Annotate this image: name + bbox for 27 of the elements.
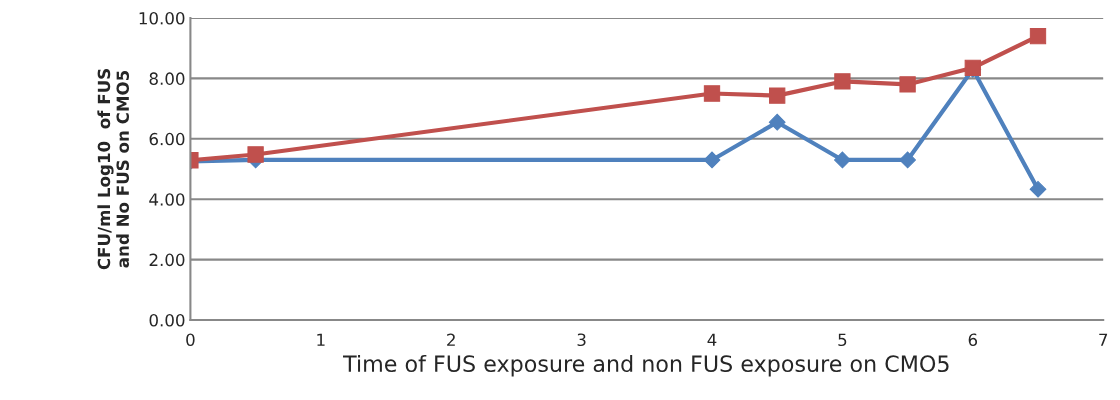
point [834, 73, 851, 90]
x-tick-label: 4 [707, 333, 717, 346]
x-tick-label: 5 [838, 333, 847, 347]
y-tick-label: 0.00 [149, 313, 185, 327]
x-tick-label: 3 [577, 333, 586, 347]
x-tick-label: 7 [1099, 333, 1108, 346]
point [834, 151, 851, 169]
x-tick-label: 6 [968, 333, 978, 347]
point [703, 85, 721, 102]
y-axis-title: CFU/ml Log10 of FUS and No FUS on CMO5 [97, 69, 130, 270]
point [899, 76, 916, 93]
x-tick-label: 2 [447, 333, 455, 346]
y-tick-label: 2.00 [149, 253, 185, 267]
x-tick-label: 1 [317, 333, 325, 346]
y-tick-label: 8.00 [149, 72, 185, 85]
x-axis-title: Time of FUS exposure and non FUS exposure on CMO5 [343, 354, 949, 377]
point [1029, 27, 1047, 45]
point [703, 151, 721, 169]
x-tick-label: 0 [186, 333, 195, 347]
point [899, 151, 916, 169]
point [769, 87, 786, 104]
y-tick-label: 4.00 [149, 193, 185, 206]
point [768, 113, 786, 131]
point [247, 146, 264, 163]
point [1029, 180, 1047, 198]
y-tick-label: 10.00 [139, 11, 185, 25]
y-tick-label: 6.00 [149, 132, 185, 146]
